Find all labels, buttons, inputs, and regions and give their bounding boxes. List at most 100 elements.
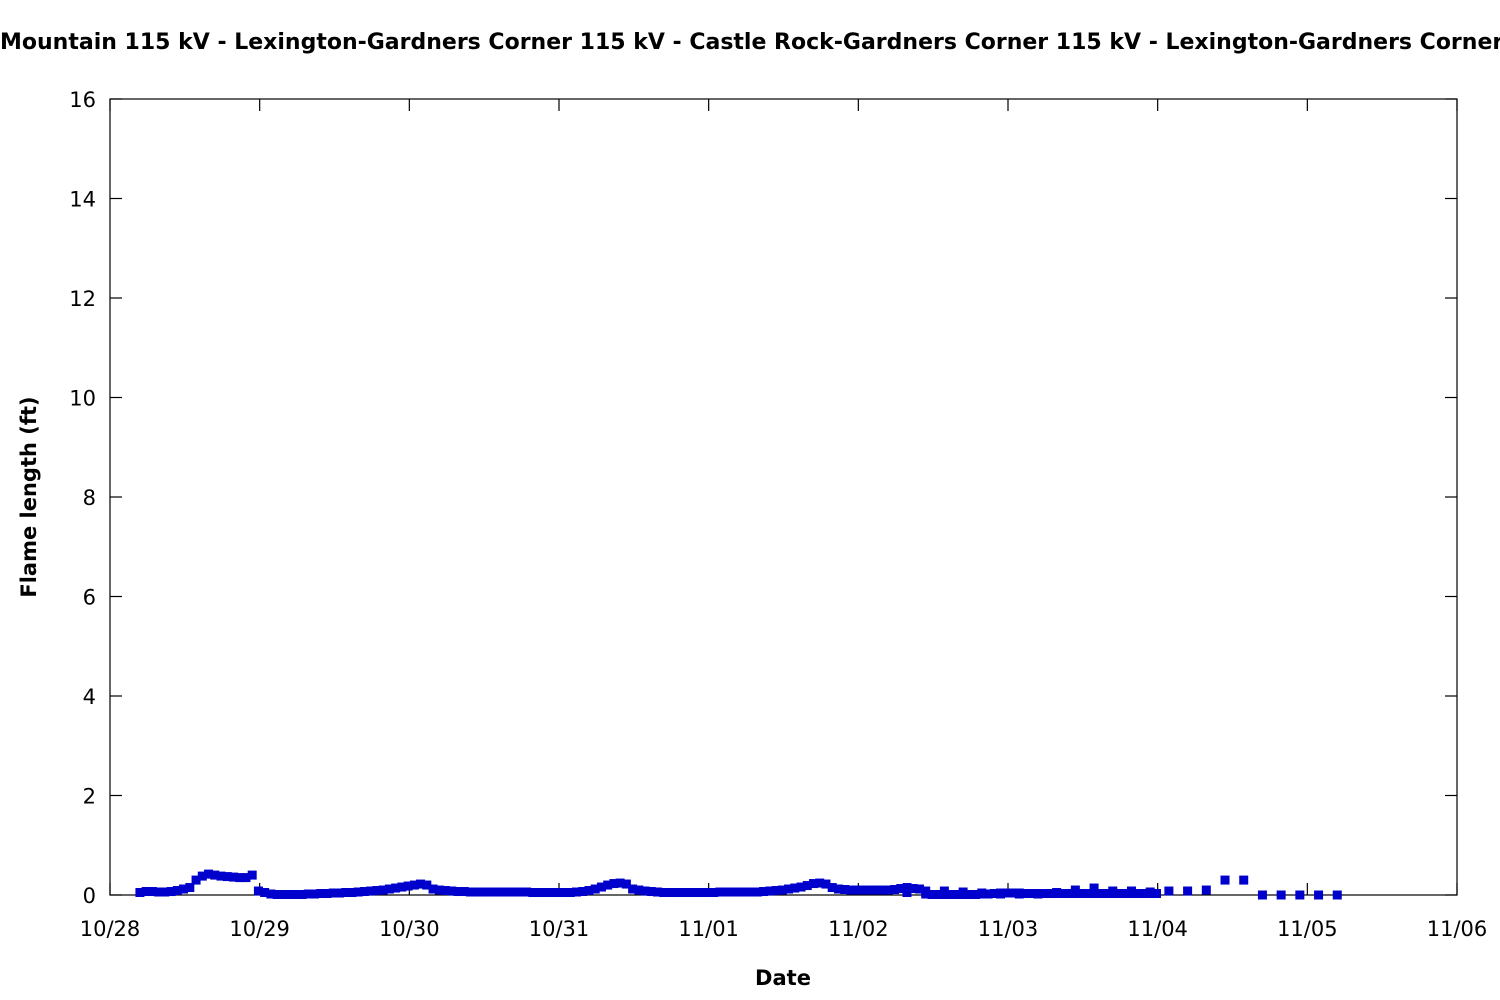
y-tick-label: 6 <box>83 586 96 610</box>
data-point <box>808 879 818 889</box>
data-point <box>553 888 563 898</box>
data-point <box>833 884 843 894</box>
data-point <box>715 887 725 897</box>
data-point <box>846 885 856 895</box>
data-point <box>628 884 638 894</box>
data-point <box>1152 889 1162 899</box>
data-point <box>484 887 494 897</box>
data-point <box>1332 890 1342 900</box>
data-point <box>378 885 388 895</box>
data-point <box>347 888 357 898</box>
data-point <box>185 883 195 893</box>
data-point <box>653 887 663 897</box>
x-tick-label: 11/06 <box>1427 917 1488 941</box>
data-point <box>971 890 981 900</box>
data-point <box>790 883 800 893</box>
data-point <box>1064 889 1074 899</box>
data-point <box>397 882 407 892</box>
data-point <box>1108 886 1118 896</box>
data-point <box>578 887 588 897</box>
data-point <box>1089 883 1099 893</box>
data-point <box>1095 889 1105 899</box>
data-point <box>603 880 613 890</box>
y-axis-title: Flame length (ft) <box>17 396 41 597</box>
data-point <box>921 886 931 896</box>
x-tick-label: 10/29 <box>229 917 290 941</box>
data-point <box>241 873 251 883</box>
data-point <box>665 888 675 898</box>
data-point <box>1058 889 1068 899</box>
data-point <box>634 885 644 895</box>
data-point <box>465 887 475 897</box>
data-point <box>141 887 151 897</box>
data-point <box>964 890 974 900</box>
y-tick-label: 14 <box>69 188 96 212</box>
data-point <box>447 886 457 896</box>
data-point <box>721 887 731 897</box>
data-point <box>765 886 775 896</box>
data-point <box>1201 885 1211 895</box>
data-point <box>372 886 382 896</box>
data-point <box>659 888 669 898</box>
data-point <box>571 887 581 897</box>
data-point <box>565 888 575 898</box>
y-tick-label: 0 <box>83 884 96 908</box>
data-point <box>615 878 625 888</box>
data-point <box>684 888 694 898</box>
data-point <box>310 889 320 899</box>
data-point <box>235 873 245 883</box>
data-point <box>946 890 956 900</box>
data-point <box>534 888 544 898</box>
data-point <box>709 888 719 898</box>
data-point <box>453 887 463 897</box>
data-point <box>1257 890 1267 900</box>
data-point <box>522 887 532 897</box>
chart-title: Mountain 115 kV - Lexington-Gardners Cor… <box>0 30 1500 55</box>
x-tick-label: 11/04 <box>1127 917 1188 941</box>
data-point <box>291 890 301 900</box>
data-point <box>1002 888 1012 898</box>
data-point <box>596 882 606 892</box>
data-point <box>515 887 525 897</box>
y-tick-label: 8 <box>83 486 96 510</box>
x-tick-label: 10/31 <box>529 917 590 941</box>
data-point <box>740 887 750 897</box>
data-point <box>1089 889 1099 899</box>
x-tick-label: 11/05 <box>1277 917 1338 941</box>
data-point <box>335 888 345 898</box>
data-point <box>1033 889 1043 899</box>
data-point <box>509 887 519 897</box>
data-point <box>147 887 157 897</box>
data-point <box>590 884 600 894</box>
data-point <box>865 885 875 895</box>
data-point <box>902 888 912 898</box>
data-point <box>384 884 394 894</box>
data-point <box>166 887 176 897</box>
data-point <box>528 888 538 898</box>
data-point <box>160 887 170 897</box>
data-point <box>1039 889 1049 899</box>
data-point <box>1295 890 1305 900</box>
data-point <box>609 879 619 889</box>
data-point <box>702 888 712 898</box>
data-point <box>933 890 943 900</box>
data-point <box>154 887 164 897</box>
data-point <box>353 887 363 897</box>
data-point <box>222 872 232 882</box>
data-point <box>734 887 744 897</box>
data-point <box>1052 888 1062 898</box>
x-tick-label: 11/03 <box>978 917 1039 941</box>
data-point <box>434 885 444 895</box>
data-point <box>977 888 987 898</box>
data-point <box>696 888 706 898</box>
data-point <box>1276 890 1286 900</box>
data-point <box>883 885 893 895</box>
data-point <box>1145 887 1155 897</box>
data-point <box>285 890 295 900</box>
data-point <box>1120 889 1130 899</box>
data-point <box>297 890 307 900</box>
data-point <box>459 887 469 897</box>
data-point <box>1183 886 1193 896</box>
data-point <box>996 889 1006 899</box>
data-point <box>640 886 650 896</box>
